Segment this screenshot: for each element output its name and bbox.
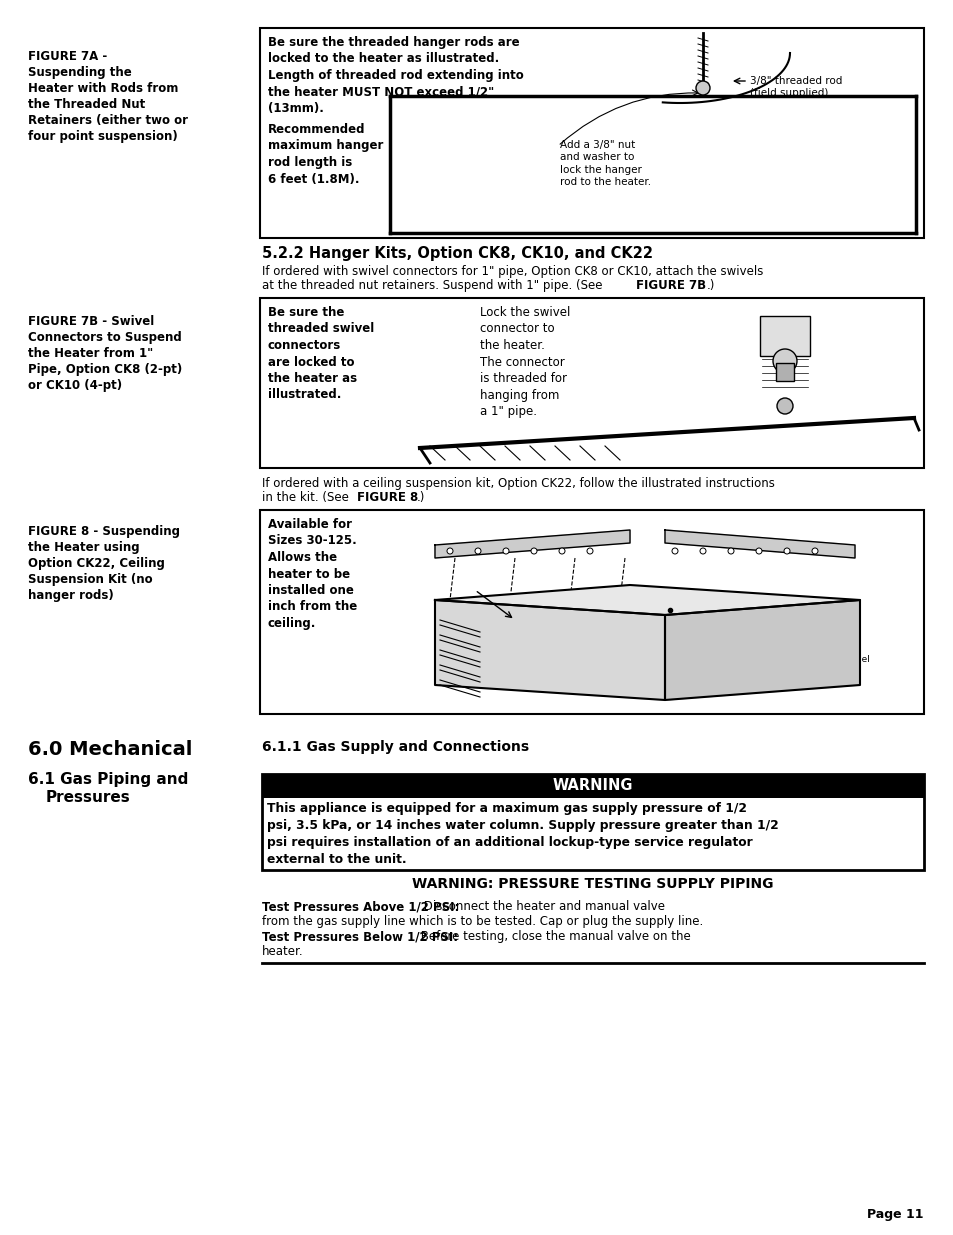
Bar — [260, 510, 923, 714]
Text: WARNING: WARNING — [552, 778, 633, 794]
Text: from the gas supply line which is to be tested. Cap or plug the supply line.: from the gas supply line which is to be … — [262, 915, 702, 927]
Text: Test Pressures Below 1/2 PSI:: Test Pressures Below 1/2 PSI: — [262, 930, 457, 944]
Circle shape — [696, 82, 709, 95]
Text: 6.0 Mechanical: 6.0 Mechanical — [28, 740, 193, 760]
Circle shape — [811, 548, 817, 555]
Text: FIGURE 8 - Suspending
the Heater using
Option CK22, Ceiling
Suspension Kit (no
h: FIGURE 8 - Suspending the Heater using O… — [28, 525, 180, 601]
Text: Pressures: Pressures — [46, 790, 131, 805]
Polygon shape — [435, 600, 664, 700]
Text: Add a 3/8" nut
and washer to
lock the hanger
rod to the heater.: Add a 3/8" nut and washer to lock the ha… — [559, 140, 651, 188]
Text: 6.1 Gas Piping and: 6.1 Gas Piping and — [28, 772, 188, 787]
Circle shape — [475, 548, 480, 555]
Polygon shape — [435, 530, 629, 558]
Text: If ordered with swivel connectors for 1" pipe, Option CK8 or CK10, attach the sw: If ordered with swivel connectors for 1"… — [262, 266, 762, 278]
Circle shape — [783, 548, 789, 555]
Text: at the threaded nut retainers. Suspend with 1" pipe. (See: at the threaded nut retainers. Suspend w… — [262, 279, 605, 291]
Text: WARNING: PRESSURE TESTING SUPPLY PIPING: WARNING: PRESSURE TESTING SUPPLY PIPING — [412, 877, 773, 890]
Text: Test Pressures Above 1/2 PSI:: Test Pressures Above 1/2 PSI: — [262, 900, 459, 913]
Circle shape — [447, 548, 453, 555]
Text: heater.: heater. — [262, 945, 303, 958]
Text: Before testing, close the manual valve on the: Before testing, close the manual valve o… — [416, 930, 690, 944]
Bar — [760, 316, 809, 356]
Text: 5.2.2 Hanger Kits, Option CK8, CK10, and CK22: 5.2.2 Hanger Kits, Option CK8, CK10, and… — [262, 246, 652, 261]
Text: Lock the swivel
connector to
the heater.
The connector
is threaded for
hanging f: Lock the swivel connector to the heater.… — [479, 306, 570, 417]
Circle shape — [772, 350, 796, 373]
Text: Recommended
maximum hanger
rod length is
6 feet (1.8M).: Recommended maximum hanger rod length is… — [268, 124, 383, 185]
Text: FIGURE 7B - Swivel
Connectors to Suspend
the Heater from 1"
Pipe, Option CK8 (2-: FIGURE 7B - Swivel Connectors to Suspend… — [28, 315, 182, 391]
Text: UDA_ Series Model
Shown: UDA_ Series Model Shown — [784, 655, 869, 673]
Polygon shape — [435, 585, 859, 615]
Text: .): .) — [706, 279, 715, 291]
Text: FIGURE 7A -
Suspending the
Heater with Rods from
the Threaded Nut
Retainers (eit: FIGURE 7A - Suspending the Heater with R… — [28, 49, 188, 143]
Bar — [260, 298, 923, 468]
Text: Be sure the
threaded swivel
connectors
are locked to
the heater as
illustrated.: Be sure the threaded swivel connectors a… — [268, 306, 374, 401]
Circle shape — [586, 548, 593, 555]
Circle shape — [531, 548, 537, 555]
Text: Be sure the threaded hanger rods are
locked to the heater as illustrated.
Length: Be sure the threaded hanger rods are loc… — [268, 36, 523, 115]
Text: FIGURE 8: FIGURE 8 — [356, 492, 417, 504]
Bar — [775, 363, 793, 382]
Text: in the kit. (See: in the kit. (See — [262, 492, 353, 504]
Bar — [262, 774, 923, 798]
Bar — [262, 774, 923, 869]
Polygon shape — [664, 600, 859, 700]
Text: .): .) — [416, 492, 425, 504]
Circle shape — [700, 548, 705, 555]
Circle shape — [755, 548, 761, 555]
Polygon shape — [664, 530, 854, 558]
Circle shape — [727, 548, 733, 555]
Circle shape — [558, 548, 564, 555]
Text: Available for
Sizes 30-125.
Allows the
heater to be
installed one
inch from the
: Available for Sizes 30-125. Allows the h… — [268, 517, 356, 630]
Circle shape — [776, 398, 792, 414]
Text: 3/8" threaded rod
(field supplied): 3/8" threaded rod (field supplied) — [749, 77, 841, 99]
Circle shape — [502, 548, 509, 555]
Text: Disconnect the heater and manual valve: Disconnect the heater and manual valve — [419, 900, 664, 913]
Text: If ordered with a ceiling suspension kit, Option CK22, follow the illustrated in: If ordered with a ceiling suspension kit… — [262, 477, 774, 490]
Text: This appliance is equipped for a maximum gas supply pressure of 1/2
psi, 3.5 kPa: This appliance is equipped for a maximum… — [267, 802, 778, 866]
Text: Page 11: Page 11 — [866, 1208, 923, 1221]
Text: FIGURE 7B: FIGURE 7B — [636, 279, 705, 291]
Bar — [260, 28, 923, 238]
Circle shape — [671, 548, 678, 555]
Text: 6.1.1 Gas Supply and Connections: 6.1.1 Gas Supply and Connections — [262, 740, 529, 755]
